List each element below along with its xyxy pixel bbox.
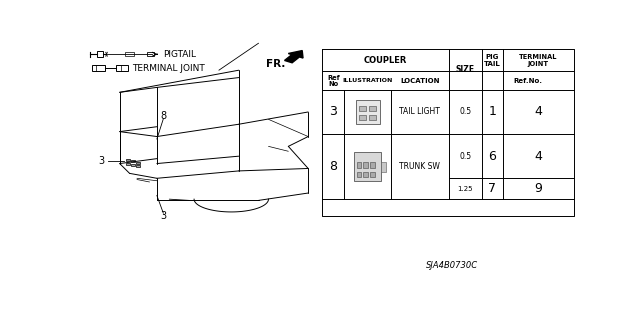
Bar (125, 52, 134, 56)
Bar (371, 172, 376, 177)
Bar (131, 160, 134, 162)
Text: 0.5: 0.5 (459, 108, 471, 116)
Bar (371, 162, 376, 168)
Text: SJA4B0730C: SJA4B0730C (426, 261, 478, 270)
Text: 8: 8 (329, 160, 337, 173)
Bar (131, 164, 134, 166)
Text: 8: 8 (160, 111, 166, 121)
Text: 4: 4 (534, 106, 542, 118)
Text: 3: 3 (329, 106, 337, 118)
Text: Ref.No.: Ref.No. (513, 78, 542, 84)
Bar (125, 159, 130, 161)
Bar (356, 100, 380, 124)
Text: LOCATION: LOCATION (400, 78, 440, 84)
Bar (92, 65, 105, 71)
Bar (356, 162, 362, 168)
Bar (359, 115, 365, 120)
Bar (136, 162, 140, 164)
Text: PIGTAIL: PIGTAIL (163, 50, 196, 59)
Bar (356, 172, 362, 177)
FancyArrow shape (285, 50, 303, 63)
Text: COUPLER: COUPLER (364, 56, 407, 65)
Bar (381, 162, 387, 172)
Text: TERMINAL
JOINT: TERMINAL JOINT (519, 54, 557, 67)
Bar (116, 65, 128, 71)
Text: ILLUSTRATION: ILLUSTRATION (342, 78, 393, 83)
Text: 4: 4 (534, 150, 542, 163)
Text: 1.25: 1.25 (458, 186, 473, 192)
Bar (364, 162, 369, 168)
Bar (97, 51, 103, 57)
Text: 7: 7 (488, 182, 497, 195)
Bar (369, 106, 376, 111)
Text: FR.: FR. (266, 59, 285, 69)
Text: SIZE: SIZE (456, 65, 475, 74)
Text: 9: 9 (534, 182, 542, 195)
Text: 0.5: 0.5 (459, 152, 471, 161)
Text: 3: 3 (160, 211, 166, 221)
Text: 1: 1 (488, 106, 497, 118)
Text: PIG
TAIL: PIG TAIL (484, 54, 500, 67)
Bar (359, 106, 365, 111)
Text: TRUNK SW: TRUNK SW (399, 162, 440, 171)
Text: TERMINAL JOINT: TERMINAL JOINT (132, 64, 205, 73)
Bar (364, 172, 369, 177)
Text: 6: 6 (488, 150, 497, 163)
Bar (354, 152, 381, 181)
Text: Ref
No: Ref No (327, 75, 340, 87)
Text: TAIL LIGHT: TAIL LIGHT (399, 108, 440, 116)
Bar (147, 52, 154, 56)
Bar (136, 165, 140, 167)
Bar (369, 115, 376, 120)
Bar (125, 163, 130, 165)
Text: 3: 3 (99, 156, 104, 166)
